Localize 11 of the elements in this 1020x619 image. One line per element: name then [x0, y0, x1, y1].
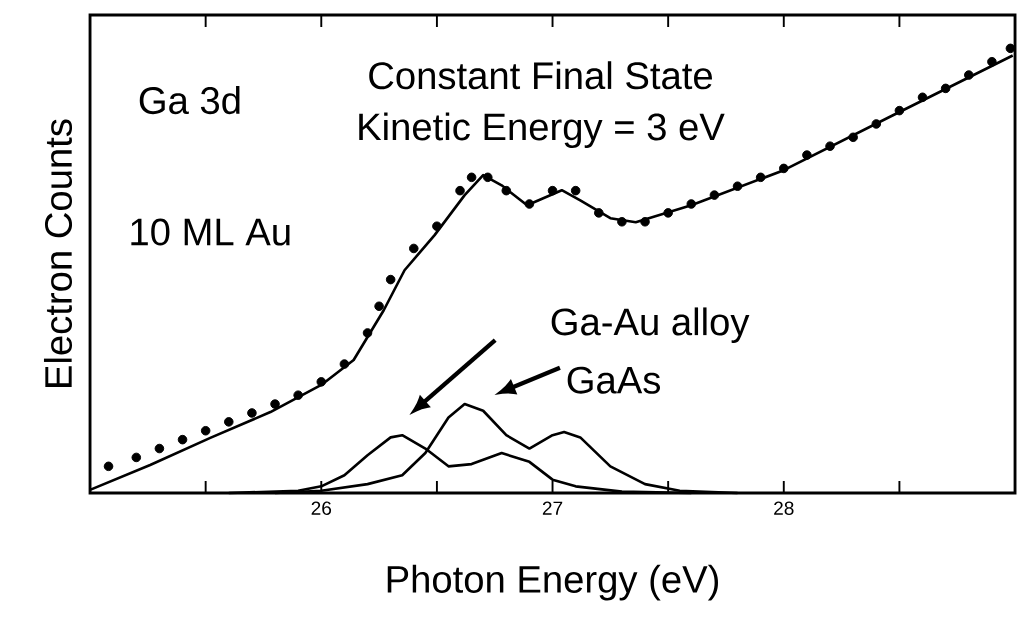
annotation: Constant Final State — [369, 61, 712, 90]
annotation: 10 ML Au — [131, 218, 290, 246]
annotation: Kinetic Energy = 3 eV — [359, 112, 725, 149]
annotation: GaAs — [567, 366, 661, 394]
x-axis-title: Photon Energy (eV) — [387, 564, 718, 601]
annotation: Ga 3d — [139, 86, 240, 115]
x-tick-label: 28 — [774, 501, 794, 515]
x-tick-label: 27 — [542, 501, 563, 515]
y-axis-title: Electron Counts — [43, 119, 73, 387]
x-tick-label: 26 — [311, 501, 332, 515]
annotation: Ga-Au alloy — [551, 307, 750, 344]
